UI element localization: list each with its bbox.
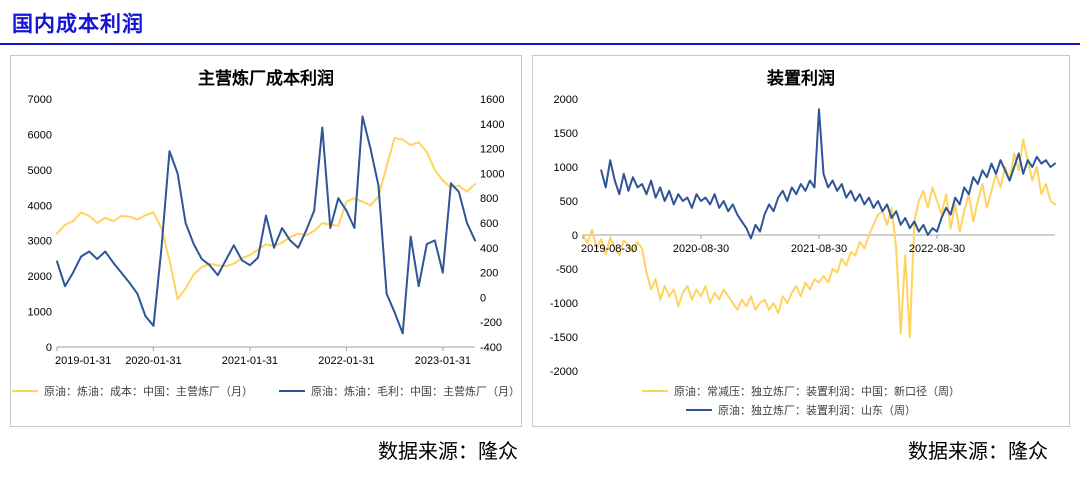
y-axis-label: -500 bbox=[556, 264, 578, 276]
series-line-0 bbox=[582, 138, 1056, 338]
y-axis-label: 2000 bbox=[28, 271, 52, 283]
secondary-y-axis-label: -400 bbox=[480, 342, 502, 354]
y-axis-label: -2000 bbox=[550, 366, 578, 378]
y-axis-label: 7000 bbox=[28, 94, 52, 106]
y-axis-label: 0 bbox=[572, 230, 578, 242]
x-axis-label: 2019-01-31 bbox=[55, 355, 111, 367]
legend-item-margin: 原油：炼油：毛利：中国：主营炼厂（月） bbox=[279, 383, 520, 399]
right-source: 数据来源：隆众 bbox=[908, 441, 1048, 463]
left-chart: 01000200030004000500060007000-400-200020… bbox=[28, 94, 505, 367]
x-axis-label: 2019-08-30 bbox=[581, 243, 637, 255]
secondary-y-axis-label: 1400 bbox=[480, 119, 504, 131]
x-axis-label: 2021-01-31 bbox=[222, 355, 278, 367]
y-axis-label: -1500 bbox=[550, 332, 578, 344]
legend-item-cost: 原油：炼油：成本：中国：主营炼厂（月） bbox=[12, 383, 253, 399]
legend-row: 原油：独立炼厂：装置利润：山东（周） bbox=[686, 402, 916, 418]
x-axis-label: 2023-01-31 bbox=[415, 355, 471, 367]
x-axis-label: 2020-01-31 bbox=[125, 355, 181, 367]
legend-label-margin: 原油：炼油：毛利：中国：主营炼厂（月） bbox=[311, 386, 520, 398]
right-chart: -2000 -1500 -1000 -500 0 500 1000 1500 2000 2019-… bbox=[550, 94, 1056, 378]
y-axis-label: -1000 bbox=[550, 298, 578, 310]
secondary-y-axis-label: 200 bbox=[480, 268, 498, 280]
legend-label-new-standard: 原油：常减压：独立炼厂：装置利润：中国：新口径（周） bbox=[674, 386, 960, 398]
y-axis-label: 1000 bbox=[554, 162, 578, 174]
legend-label-cost: 原油：炼油：成本：中国：主营炼厂（月） bbox=[44, 386, 253, 398]
series-line-1 bbox=[600, 108, 1056, 240]
x-axis-label: 2020-08-30 bbox=[673, 243, 729, 255]
secondary-y-axis-label: -200 bbox=[480, 317, 502, 329]
cost-profit-panel: 主营炼厂成本利润 0 1000 2000 3000 4000 5000 6000 7000 -4… bbox=[10, 55, 522, 427]
legend-label-shandong: 原油：独立炼厂：装置利润：山东（周） bbox=[718, 405, 916, 417]
legend-row: 原油：炼油：成本：中国：主营炼厂（月） 原油：炼油：毛利：中国：主营炼厂（月） bbox=[12, 383, 520, 399]
right-chart-legend: 原油：常减压：独立炼厂：装置利润：中国：新口径（周） 原油：独立炼厂：装置利润：… bbox=[533, 383, 1069, 418]
secondary-y-axis-label: 400 bbox=[480, 243, 498, 255]
secondary-y-axis-label: 600 bbox=[480, 218, 498, 230]
secondary-y-axis-label: 0 bbox=[480, 292, 486, 304]
series-line-1 bbox=[56, 115, 476, 335]
y-axis-label: 1500 bbox=[554, 128, 578, 140]
yellow-line-swatch bbox=[642, 390, 668, 392]
charts-row: 主营炼厂成本利润 0 1000 2000 3000 4000 5000 6000 7000 -4… bbox=[10, 55, 1070, 427]
y-axis-label: 6000 bbox=[28, 129, 52, 141]
y-axis-label: 2000 bbox=[554, 94, 578, 106]
y-axis-label: 0 bbox=[46, 342, 52, 354]
page-header: 国内成本利润 bbox=[0, 0, 1080, 45]
secondary-y-axis-label: 1600 bbox=[480, 94, 504, 106]
left-source: 数据来源：隆众 bbox=[378, 441, 518, 463]
unit-profit-panel: 装置利润 -2000 -1500 -1000 -500 0 500 1000 1500 2000… bbox=[532, 55, 1070, 427]
legend-row: 原油：常减压：独立炼厂：装置利润：中国：新口径（周） bbox=[642, 383, 960, 399]
series-line-0 bbox=[56, 137, 476, 301]
right-chart-title: 装置利润 bbox=[767, 69, 835, 88]
x-axis-label: 2021-08-30 bbox=[791, 243, 847, 255]
y-axis-label: 4000 bbox=[28, 200, 52, 212]
y-axis-label: 3000 bbox=[28, 236, 52, 248]
secondary-y-axis-label: 800 bbox=[480, 193, 498, 205]
x-axis-label: 2022-08-30 bbox=[909, 243, 965, 255]
legend-item-new-standard: 原油：常减压：独立炼厂：装置利润：中国：新口径（周） bbox=[642, 383, 960, 399]
left-chart-legend: 原油：炼油：成本：中国：主营炼厂（月） 原油：炼油：毛利：中国：主营炼厂（月） bbox=[11, 383, 521, 399]
x-axis-label: 2022-01-31 bbox=[318, 355, 374, 367]
sources-row: 数据来源：隆众 数据来源：隆众 bbox=[10, 435, 1070, 464]
blue-line-swatch bbox=[686, 409, 712, 411]
page-title: 国内成本利润 bbox=[12, 13, 144, 36]
secondary-y-axis-label: 1000 bbox=[480, 168, 504, 180]
y-axis-label: 1000 bbox=[28, 307, 52, 319]
yellow-line-swatch bbox=[12, 390, 38, 392]
blue-line-swatch bbox=[279, 390, 305, 392]
left-chart-title: 主营炼厂成本利润 bbox=[198, 69, 334, 88]
secondary-y-axis-label: 1200 bbox=[480, 144, 504, 156]
legend-item-shandong: 原油：独立炼厂：装置利润：山东（周） bbox=[686, 402, 916, 418]
y-axis-label: 5000 bbox=[28, 165, 52, 177]
y-axis-label: 500 bbox=[560, 196, 578, 208]
